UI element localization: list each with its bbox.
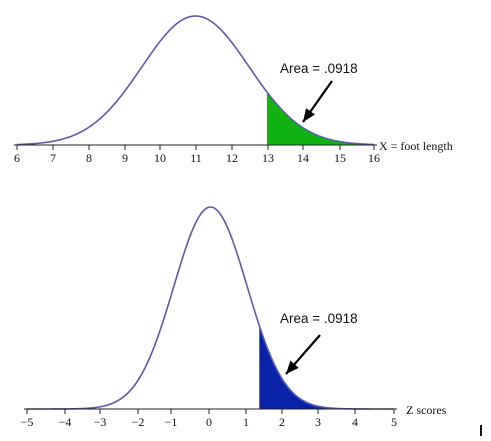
x-axis-title: Z scores [406,403,447,417]
area-annotation: Area = .0918 [280,61,358,76]
annotation-arrow-head [303,108,315,122]
x-tick-label: 1 [243,415,249,429]
x-tick-label: −5 [21,415,34,429]
x-tick-label: 6 [14,151,20,165]
x-tick-label: 8 [86,151,92,165]
area-annotation: Area = .0918 [280,311,358,326]
normal-curve [16,15,375,146]
x-tick-label: 12 [226,151,238,165]
x-tick-label: 2 [279,415,285,429]
x-tick-label: 0 [206,415,212,429]
x-tick-label: 7 [50,151,56,165]
x-tick-label: 15 [334,151,346,165]
chart-foot-length: 6 7 8 9 10 11 12 13 14 15 16X = foot length Area = … [14,15,453,165]
x-tick-label: 13 [262,151,274,165]
x-tick-label: −2 [132,415,145,429]
x-tick-label: −3 [94,415,107,429]
x-tick-label: 3 [315,415,321,429]
chart-z-scores: −5 −4 −3 −2 −1 0 1 2 3 4 5 Z scores Area = .0918 [21,206,447,429]
normal-curve [27,206,394,410]
x-tick-label: 9 [122,151,128,165]
x-axis-title: X = foot length [379,139,453,153]
x-tick-label: 11 [190,151,202,165]
x-tick-label: 4 [352,415,358,429]
x-tick-label: −4 [59,415,72,429]
x-tick-label: 5 [391,415,397,429]
corner-mark [480,425,482,436]
x-tick-label: 16 [368,151,380,165]
x-tick-label: −1 [165,415,178,429]
x-tick-label: 14 [297,151,309,165]
shaded-tail-area [259,325,394,409]
x-tick-label: 10 [154,151,166,165]
annotation-arrow-head [286,360,299,374]
shaded-tail-area [266,91,374,145]
